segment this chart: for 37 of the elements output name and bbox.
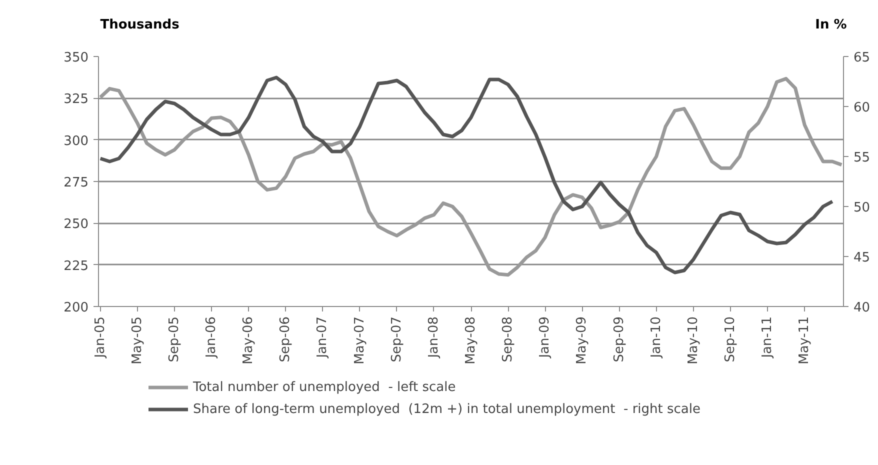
legend-label: Total number of unemployed - left scale bbox=[193, 380, 456, 394]
y-tick-label: 325 bbox=[64, 92, 89, 108]
x-tick-label: May-10 bbox=[686, 316, 701, 364]
x-tick-label: May-07 bbox=[352, 316, 368, 364]
y-tick-label: 250 bbox=[64, 217, 89, 232]
y2-tick-label: 55 bbox=[854, 150, 870, 166]
y-axis-title: Thousands bbox=[100, 18, 180, 32]
x-tick-label: Jan-07 bbox=[315, 316, 330, 359]
y-tick-label: 275 bbox=[64, 176, 89, 190]
x-tick-label: Sep-06 bbox=[278, 316, 294, 362]
x-tick-label: May-05 bbox=[130, 316, 145, 364]
y2-tick-label: 40 bbox=[854, 300, 870, 316]
x-tick-label: Sep-05 bbox=[166, 316, 182, 362]
x-tick-label: Sep-09 bbox=[612, 316, 627, 362]
y-tick-label: 200 bbox=[64, 300, 89, 316]
x-tick-label: Jan-10 bbox=[648, 316, 664, 359]
y2-tick-label: 50 bbox=[854, 200, 870, 216]
y2-tick-label: 45 bbox=[854, 250, 870, 266]
x-tick-label: Jan-05 bbox=[92, 316, 108, 359]
y2-tick-label: 60 bbox=[854, 100, 870, 116]
x-tick-label: May-11 bbox=[797, 316, 812, 364]
x-tick-label: Jan-09 bbox=[538, 316, 553, 359]
x-tick-label: Sep-08 bbox=[500, 316, 516, 362]
x-tick-label: Jan-06 bbox=[204, 316, 220, 359]
y2-axis-title: In % bbox=[815, 18, 847, 32]
y-tick-label: 300 bbox=[64, 134, 89, 149]
y-tick-label: 350 bbox=[64, 50, 89, 66]
x-tick-label: May-06 bbox=[241, 316, 256, 364]
x-tick-label: Sep-10 bbox=[722, 316, 738, 362]
x-tick-label: May-09 bbox=[574, 316, 590, 364]
y-tick-label: 225 bbox=[64, 258, 89, 274]
x-tick-label: Sep-07 bbox=[389, 316, 404, 362]
x-tick-label: Jan-08 bbox=[426, 316, 442, 359]
legend-label: Share of long-term unemployed (12m +) in total unemployment - right scale bbox=[193, 402, 700, 416]
y2-tick-label: 65 bbox=[854, 50, 870, 66]
x-tick-label: Jan-11 bbox=[760, 316, 776, 359]
x-tick-label: May-08 bbox=[464, 316, 478, 364]
